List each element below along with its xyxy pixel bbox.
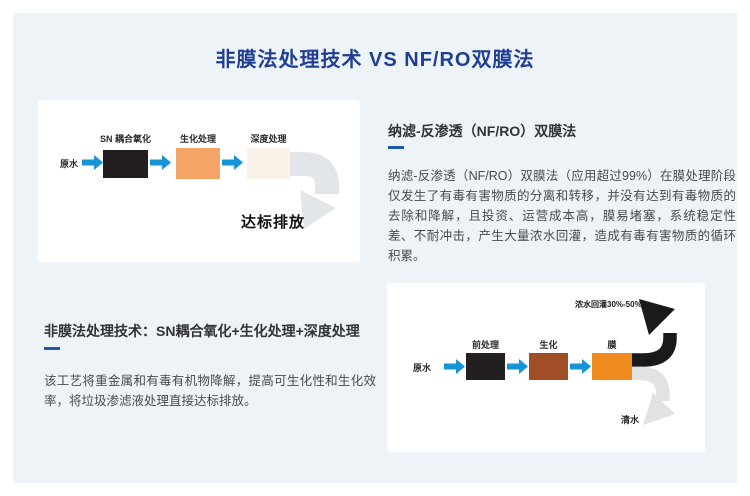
membrane-box xyxy=(592,353,632,380)
non-membrane-flow-arrows xyxy=(82,152,339,229)
heading-underline-dash xyxy=(44,347,60,350)
advanced-step-label: 深度处理 xyxy=(250,134,287,144)
content-panel: 非膜法处理技术 VS NF/RO双膜法 原水 SN 耦合氧化 生化处理 深度处理… xyxy=(13,13,737,483)
sn-oxidation-box xyxy=(103,150,148,178)
pretreatment-step-label: 前处理 xyxy=(471,340,499,350)
membrane-flow-arrows xyxy=(444,299,677,425)
page-title: 非膜法处理技术 VS NF/RO双膜法 xyxy=(215,49,535,71)
flow-arrow-icon xyxy=(150,155,171,170)
flow-arrow-icon xyxy=(222,155,243,170)
concentrate-return-label: 浓水回灌30%-50% xyxy=(575,300,642,309)
flow-arrow-icon xyxy=(507,359,528,374)
flow-arrow-icon xyxy=(82,155,103,170)
biochemical-box xyxy=(176,148,220,179)
pretreatment-box xyxy=(466,353,505,380)
clean-water-arrow-icon xyxy=(632,366,670,401)
clean-water-label: 清水 xyxy=(621,415,640,425)
curved-discharge-arrow-icon xyxy=(290,152,339,194)
biochemical-step-label: 生化 xyxy=(539,340,558,350)
biochemical-box xyxy=(529,353,568,380)
membrane-flow-card: 原水 前处理 生化 膜 浓水回灌30%-50% 清水 xyxy=(387,283,705,452)
nfro-section-body: 纳滤-反渗透（NF/RO）双膜法（应用超过99%）在膜处理阶段仅发生了有毒有害物… xyxy=(388,169,736,263)
sn-oxidation-step-label: SN 耦合氧化 xyxy=(99,134,151,144)
biochemical-step-label: 生化处理 xyxy=(179,134,216,144)
advanced-treatment-box xyxy=(247,148,290,179)
nfro-section-heading: 纳滤-反渗透（NF/RO）双膜法 xyxy=(388,123,577,139)
heading-underline-dash xyxy=(388,146,404,149)
clean-water-arrowhead-icon xyxy=(643,393,675,425)
concentrate-return-arrow-icon xyxy=(632,333,677,367)
raw-water-label: 原水 xyxy=(413,363,432,373)
non-membrane-flow-card: 原水 SN 耦合氧化 生化处理 深度处理 达标排放 xyxy=(38,100,360,262)
flow-arrow-icon xyxy=(444,359,465,374)
curved-discharge-arrowhead-icon xyxy=(300,190,336,229)
discharge-label: 达标排放 xyxy=(241,214,306,231)
membrane-step-label: 膜 xyxy=(607,340,617,350)
raw-water-label: 原水 xyxy=(60,159,79,169)
non-membrane-section-heading: 非膜法处理技术：SN耦合氧化+生化处理+深度处理 xyxy=(44,323,360,339)
non-membrane-section-body: 该工艺将重金属和有毒有机物降解，提高可生化性和生化效率，将垃圾渗滤液处理直接达标… xyxy=(44,374,376,408)
concentrate-return-arrowhead-icon xyxy=(639,299,675,335)
flow-arrow-icon xyxy=(570,359,591,374)
